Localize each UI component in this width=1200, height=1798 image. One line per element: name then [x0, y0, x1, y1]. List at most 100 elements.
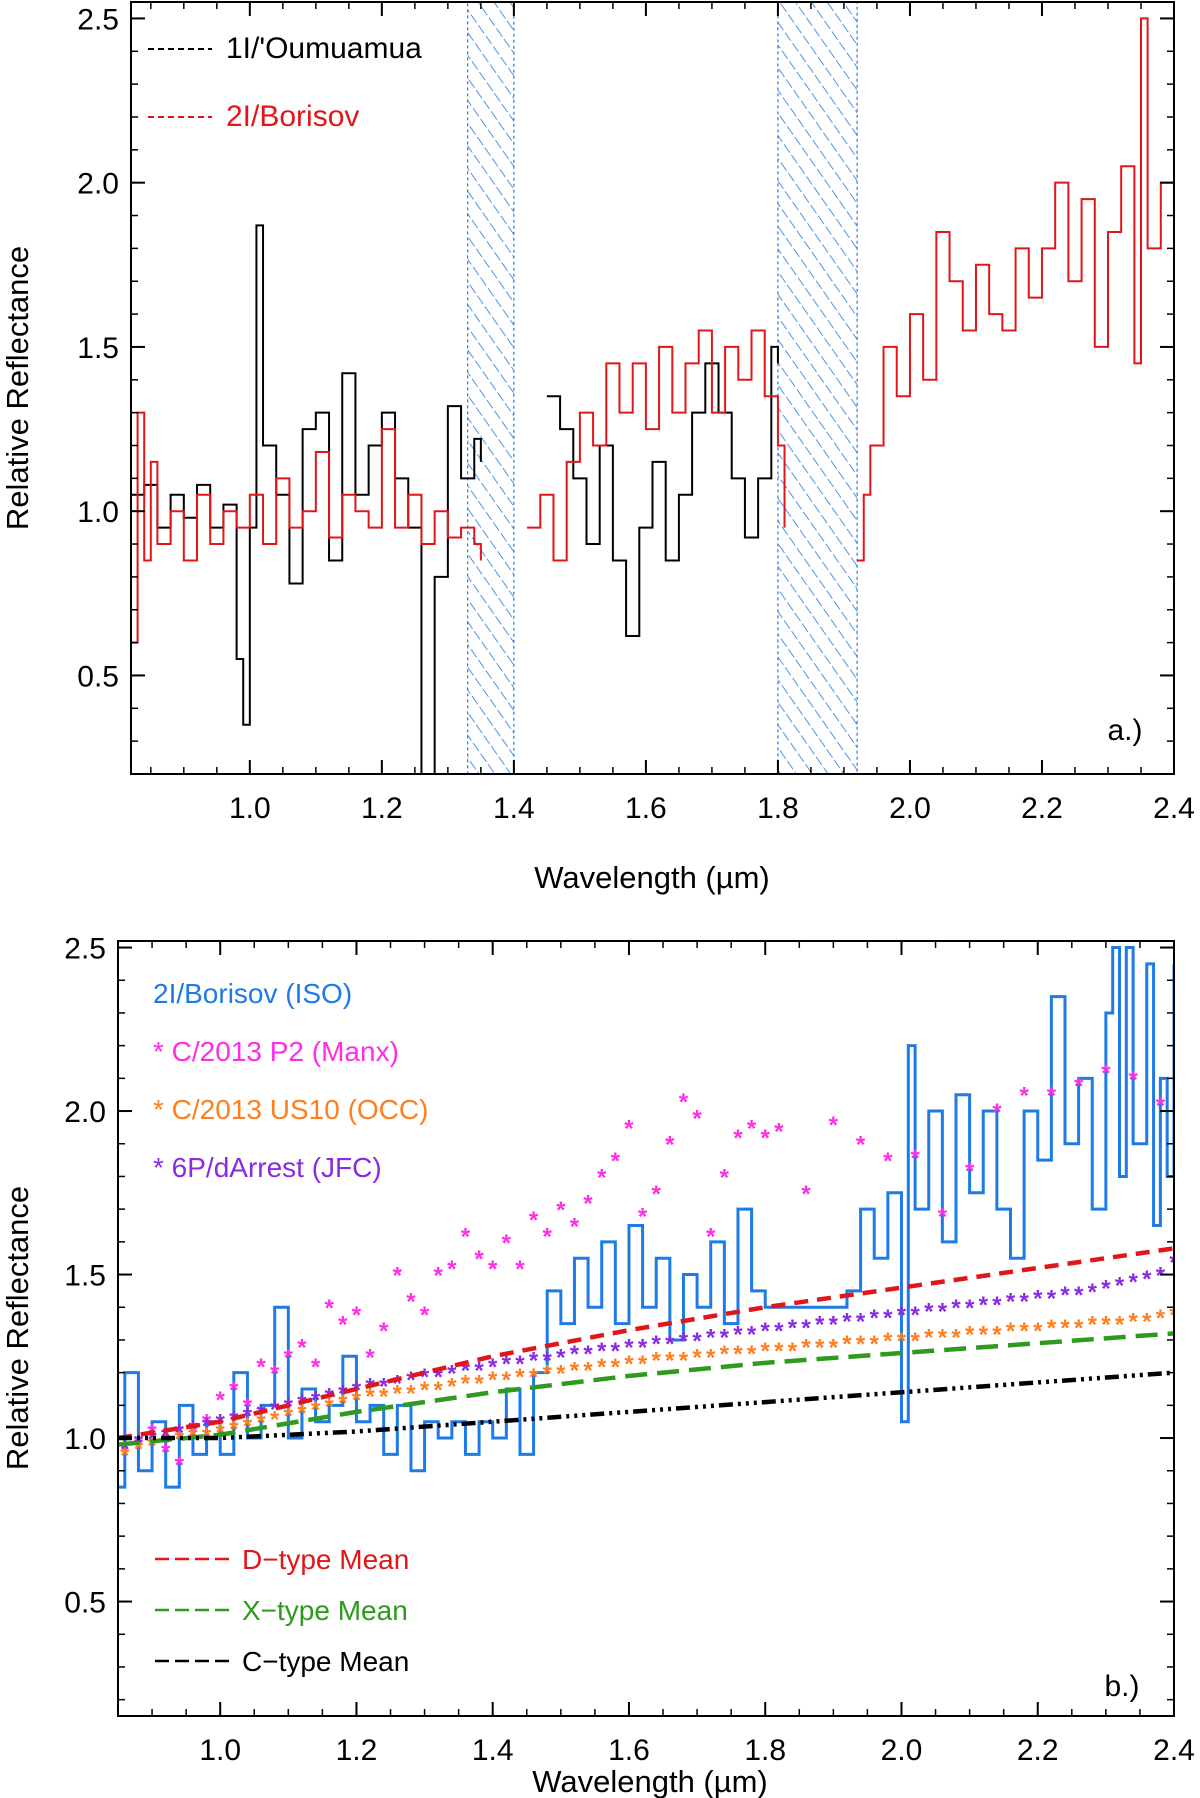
point-c-2013-us10-occ-56: *	[883, 1328, 893, 1355]
point-c-2013-us10-occ-48: *	[774, 1338, 784, 1365]
point-c-2013-p2-manx-39: *	[652, 1181, 662, 1208]
point-6p-darrest-jfc-77: *	[1169, 1249, 1179, 1276]
x-tick-label: 1.8	[757, 792, 799, 825]
legend-label-1i-oumuamua: 1I/'Oumuamua	[226, 32, 422, 65]
point-6p-darrest-jfc-53: *	[842, 1308, 852, 1335]
point-c-2013-p2-manx-41: *	[679, 1089, 689, 1116]
point-c-2013-us10-occ-28: *	[502, 1367, 512, 1394]
point-c-2013-p2-manx-56: *	[992, 1099, 1002, 1126]
point-6p-darrest-jfc-39: *	[652, 1331, 662, 1358]
point-6p-darrest-jfc-68: *	[1047, 1285, 1057, 1312]
point-6p-darrest-jfc-30: *	[529, 1348, 539, 1375]
panel-b-axes: 1.0 1.2 1.4 1.6 1.8 2.0 2.2 2.4 0.5 1.0 1.5 2.0 2.5	[64, 933, 1195, 1767]
point-6p-darrest-jfc-43: *	[706, 1325, 716, 1352]
point-c-2013-us10-occ-59: *	[924, 1325, 934, 1352]
point-c-2013-us10-occ-52: *	[829, 1334, 839, 1361]
point-c-2013-p2-manx-18: *	[365, 1344, 375, 1371]
panel-b: * * ** ** ** *** ** **** ***** ** *** *************…	[0, 933, 1195, 1798]
point-c-2013-us10-occ-21: *	[406, 1380, 416, 1407]
point-c-2013-p2-manx-9: *	[243, 1393, 253, 1420]
point-c-2013-us10-occ-57: *	[897, 1328, 907, 1355]
point-c-2013-us10-occ-69: *	[1060, 1315, 1070, 1342]
point-c-2013-us10-occ-32: *	[556, 1361, 566, 1388]
point-c-2013-us10-occ-63: *	[979, 1321, 989, 1348]
point-c-2013-p2-manx-7: *	[216, 1387, 226, 1414]
point-c-2013-us10-occ-11: *	[270, 1406, 280, 1433]
point-c-2013-us10-occ-54: *	[856, 1331, 866, 1358]
point-6p-darrest-jfc-72: *	[1101, 1276, 1111, 1303]
point-c-2013-us10-occ-2: *	[147, 1433, 157, 1460]
point-6p-darrest-jfc-74: *	[1128, 1269, 1138, 1296]
point-c-2013-p2-manx-23: *	[434, 1263, 444, 1290]
legend-label-2i-borisov-iso: 2I/Borisov (ISO)	[153, 978, 352, 1009]
point-c-2013-us10-occ-14: *	[311, 1397, 321, 1424]
point-c-2013-p2-manx-31: *	[543, 1223, 553, 1250]
point-c-2013-us10-occ-45: *	[733, 1341, 743, 1368]
point-c-2013-p2-manx-37: *	[624, 1115, 634, 1142]
panel-b-legend: 2I/Borisov (ISO) * C/2013 P2 (Manx) * C/20…	[153, 978, 428, 1677]
series-2i-borisov-segment-2	[527, 329, 786, 562]
point-c-2013-us10-occ-20: *	[393, 1380, 403, 1407]
point-c-2013-us10-occ-43: *	[706, 1344, 716, 1371]
point-c-2013-us10-occ-50: *	[801, 1334, 811, 1361]
point-c-2013-us10-occ-47: *	[761, 1338, 771, 1365]
y-tick-label: 0.5	[64, 1587, 106, 1620]
point-c-2013-us10-occ-4: *	[175, 1426, 185, 1453]
point-6p-darrest-jfc-41: *	[679, 1328, 689, 1355]
point-6p-darrest-jfc-55: *	[870, 1305, 880, 1332]
point-6p-darrest-jfc-20: *	[393, 1370, 403, 1397]
point-c-2013-p2-manx-19: *	[379, 1318, 389, 1345]
point-6p-darrest-jfc-61: *	[951, 1295, 961, 1322]
point-6p-darrest-jfc-54: *	[856, 1308, 866, 1335]
point-c-2013-us10-occ-44: *	[720, 1341, 730, 1368]
y-tick-label: 2.0	[77, 168, 119, 201]
legend-label-2i-borisov: 2I/Borisov	[226, 100, 359, 133]
legend-label-c-2013-us10-occ: * C/2013 US10 (OCC)	[153, 1094, 428, 1125]
point-6p-darrest-jfc-60: *	[938, 1299, 948, 1326]
point-6p-darrest-jfc-38: *	[638, 1334, 648, 1361]
point-c-2013-us10-occ-3: *	[161, 1429, 171, 1456]
point-6p-darrest-jfc-64: *	[992, 1292, 1002, 1319]
point-c-2013-p2-manx-6: *	[202, 1410, 212, 1437]
x-tick-label: 2.0	[881, 1734, 923, 1767]
point-6p-darrest-jfc-71: *	[1088, 1279, 1098, 1306]
series-1i-oumuamua-segment-2	[546, 345, 779, 638]
y-tick-label: 1.5	[64, 1260, 106, 1293]
point-c-2013-us10-occ-66: *	[1019, 1318, 1029, 1345]
panel-a: 1.0 1.2 1.4 1.6 1.8 2.0 2.2 2.40.51.01.52.02.5 …	[0, 1, 1195, 895]
panel-b-label: b.)	[1104, 1670, 1139, 1703]
point-c-2013-us10-occ-17: *	[352, 1387, 362, 1414]
point-c-2013-us10-occ-39: *	[652, 1348, 662, 1375]
point-6p-darrest-jfc-73: *	[1115, 1272, 1125, 1299]
point-6p-darrest-jfc-32: *	[556, 1344, 566, 1371]
point-6p-darrest-jfc-25: *	[461, 1357, 471, 1384]
x-tick-label: 1.4	[493, 792, 535, 825]
legend-label-d-type-mean: D−type Mean	[242, 1544, 409, 1575]
point-c-2013-us10-occ-72: *	[1101, 1312, 1111, 1339]
point-c-2013-p2-manx-53: *	[910, 1145, 920, 1172]
y-tick-label: 1.0	[77, 496, 119, 529]
point-c-2013-us10-occ-73: *	[1115, 1312, 1125, 1339]
y-tick-label: 2.0	[64, 1096, 106, 1129]
point-c-2013-us10-occ-23: *	[434, 1377, 444, 1404]
point-c-2013-p2-manx-59: *	[1074, 1073, 1084, 1100]
point-c-2013-us10-occ-33: *	[570, 1357, 580, 1384]
point-6p-darrest-jfc-29: *	[515, 1351, 525, 1378]
point-c-2013-p2-manx-47: *	[761, 1125, 771, 1152]
point-6p-darrest-jfc-44: *	[720, 1325, 730, 1352]
x-tick-label: 2.2	[1021, 792, 1063, 825]
point-6p-darrest-jfc-11: *	[270, 1397, 280, 1424]
point-c-2013-us10-occ-61: *	[951, 1325, 961, 1352]
point-c-2013-p2-manx-27: *	[488, 1256, 498, 1283]
point-c-2013-us10-occ-19: *	[379, 1384, 389, 1411]
point-c-2013-us10-occ-34: *	[583, 1357, 593, 1384]
point-c-2013-p2-manx-61: *	[1128, 1066, 1138, 1093]
telluric-bands	[467, 1, 858, 775]
point-c-2013-us10-occ-60: *	[938, 1325, 948, 1352]
point-c-2013-p2-manx-4: *	[175, 1452, 185, 1479]
y-tick-label: 0.5	[77, 660, 119, 693]
line-d-type-mean	[118, 1246, 1174, 1441]
plot-frame	[130, 1, 1175, 775]
point-6p-darrest-jfc-59: *	[924, 1299, 934, 1326]
point-c-2013-p2-manx-17: *	[352, 1302, 362, 1329]
